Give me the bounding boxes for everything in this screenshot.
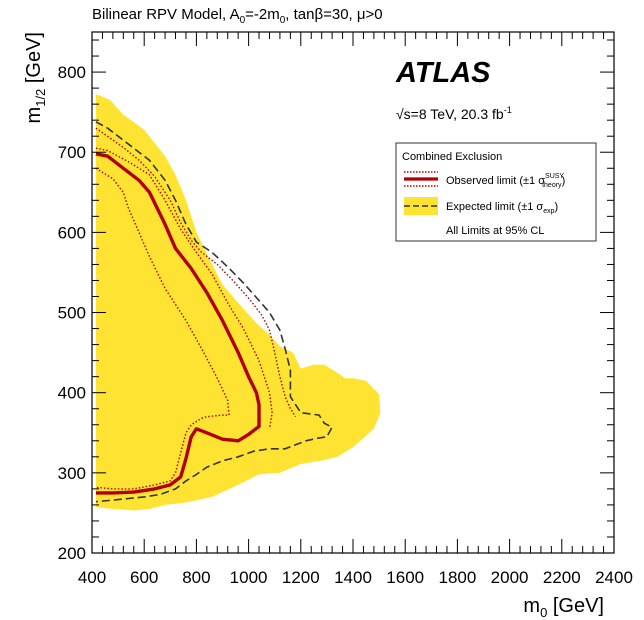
x-tick-label: 1000 <box>230 568 268 587</box>
x-tick-label: 2400 <box>595 568 633 587</box>
x-tick-label: 1600 <box>386 568 424 587</box>
legend-observed-label: Observed limit (±1 σSUSY theory) <box>446 173 565 189</box>
x-tick-label: 600 <box>130 568 158 587</box>
x-tick-label: 2200 <box>543 568 581 587</box>
series-observed-minus1 <box>95 167 230 490</box>
y-tick-label: 600 <box>58 223 86 242</box>
plot-area <box>95 94 381 511</box>
energy-luminosity-label: √s=8 TeV, 20.3 fb-1 <box>396 105 512 122</box>
experiment-label: ATLAS <box>395 57 491 89</box>
y-tick-label: 200 <box>58 544 86 563</box>
y-tick-label: 700 <box>58 143 86 162</box>
series-expected-band <box>95 94 381 511</box>
x-tick-label: 2000 <box>491 568 529 587</box>
x-axis-title: m0 [GeV] <box>523 595 604 620</box>
legend: Combined Exclusion Observed limit (±1 σS… <box>395 142 597 242</box>
y-axis-title: m1/2 [GeV] <box>23 32 48 123</box>
y-tick-label: 800 <box>58 63 86 82</box>
series-observed <box>95 152 261 495</box>
legend-header: Combined Exclusion <box>402 151 502 163</box>
y-tick-label: 300 <box>58 464 86 483</box>
x-tick-label: 1400 <box>334 568 372 587</box>
series-observed-plus1 <box>95 147 273 429</box>
legend-footer: All Limits at 95% CL <box>446 225 544 237</box>
legend-expected-label: Expected limit (±1 σexp) <box>446 201 558 215</box>
x-tick-label: 1200 <box>282 568 320 587</box>
x-tick-label: 800 <box>182 568 210 587</box>
y-tick-label: 500 <box>58 304 86 323</box>
chart-title: Bilinear RPV Model, A0=-2m0, tanβ=30, μ>… <box>92 6 383 26</box>
legend-band-swatch <box>404 197 438 215</box>
y-tick-label: 400 <box>58 384 86 403</box>
axis-ticks: 400 600 800 1000 1200 1400 1600 1800 2000 2200 240… <box>58 32 633 587</box>
series-expected <box>95 121 334 503</box>
x-tick-label: 1800 <box>438 568 476 587</box>
legend-box <box>395 142 597 242</box>
series-expected-minus1 <box>95 127 297 418</box>
x-tick-label: 400 <box>78 568 106 587</box>
